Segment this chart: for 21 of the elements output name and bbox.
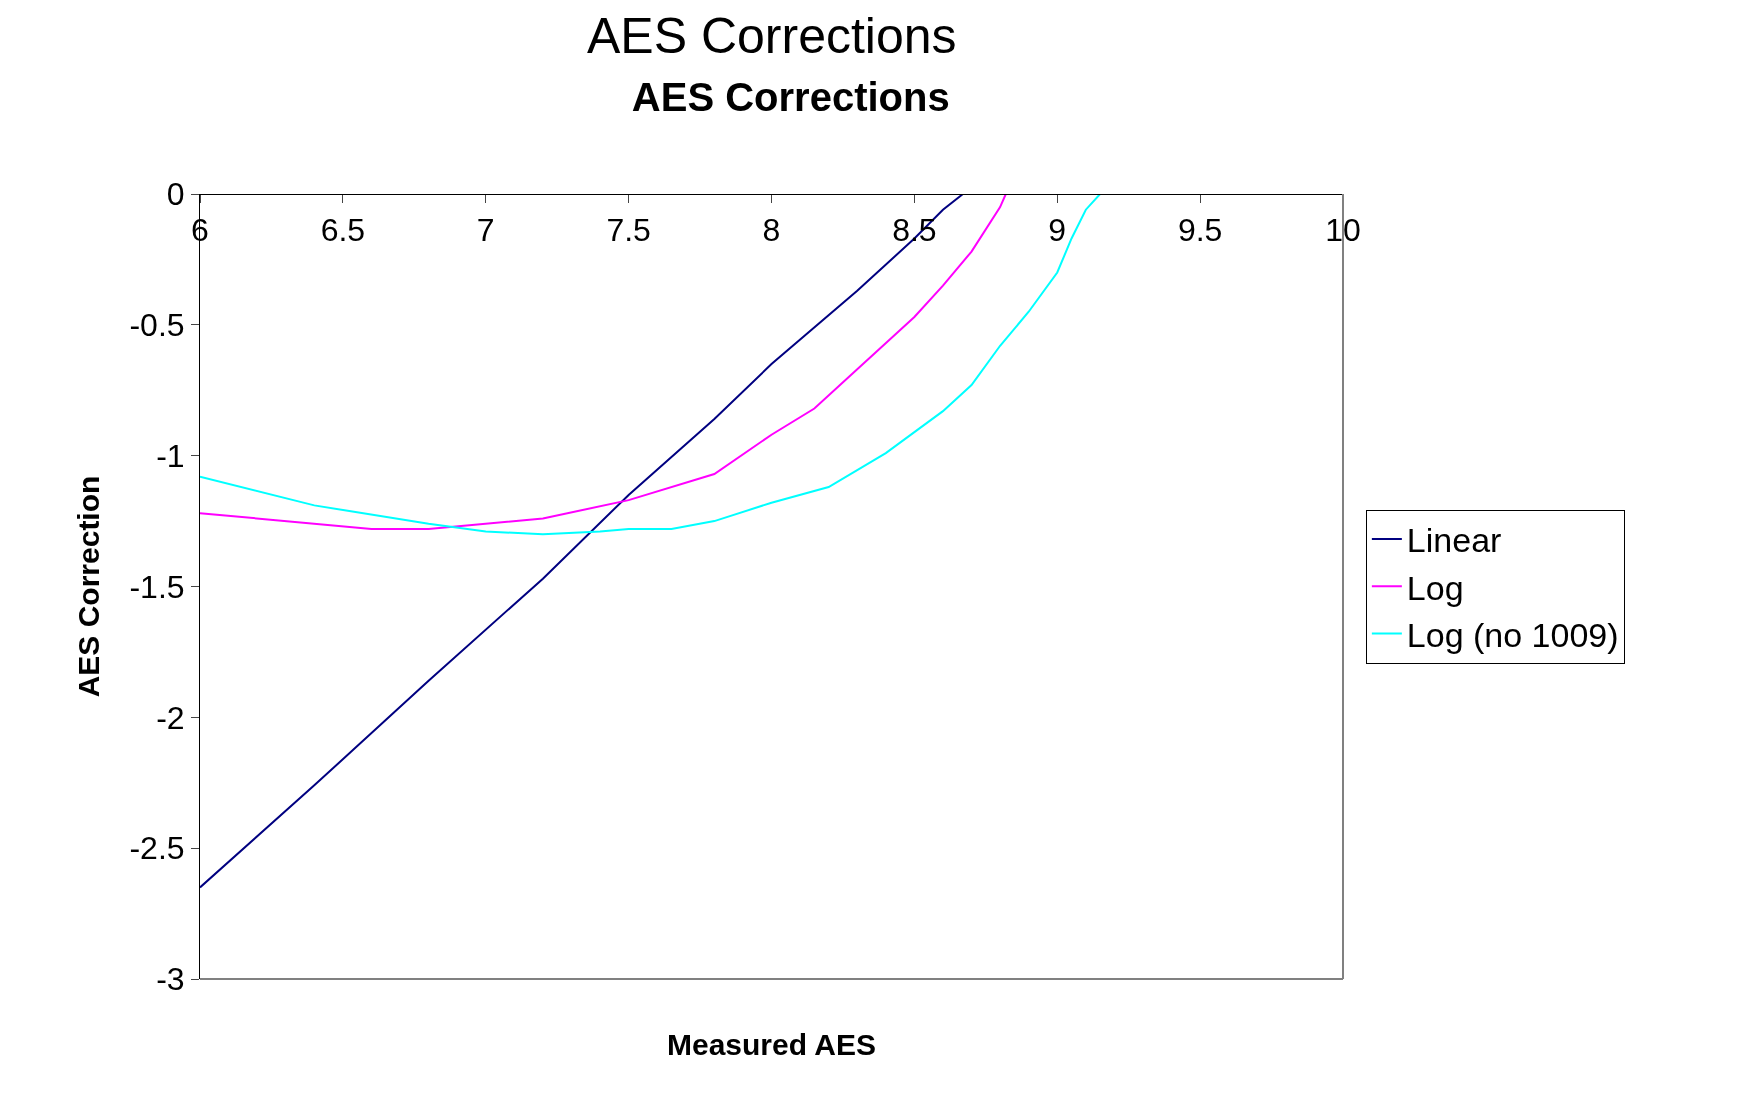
x-axis-title: Measured AES <box>667 1028 876 1061</box>
y-tick-label: -0.5 <box>129 307 185 344</box>
x-tick-label: 10 <box>1325 212 1361 249</box>
y-tick-label: -1 <box>156 437 185 474</box>
x-tick-label: 9 <box>1048 212 1067 249</box>
y-tick-label: -2.5 <box>129 830 185 867</box>
y-tick-label: -1.5 <box>129 568 185 605</box>
legend-label: Log (no 1009) <box>1406 615 1619 654</box>
y-tick-label: -2 <box>156 699 185 736</box>
x-tick-label: 8 <box>762 212 781 249</box>
y-tick-label: 0 <box>166 176 185 213</box>
y-tick-label: -3 <box>156 961 185 998</box>
x-tick-label: 7 <box>476 212 495 249</box>
legend-label: Log <box>1406 568 1464 607</box>
x-tick-label: 7.5 <box>606 212 651 249</box>
chart-title: AES Corrections <box>631 74 950 119</box>
x-tick-label: 9.5 <box>1177 212 1223 249</box>
y-axis-title: AES Correction <box>72 475 106 698</box>
legend-label: Linear <box>1406 521 1502 560</box>
text: AES Corrections <box>587 8 957 64</box>
x-tick-label: 6.5 <box>320 212 366 249</box>
